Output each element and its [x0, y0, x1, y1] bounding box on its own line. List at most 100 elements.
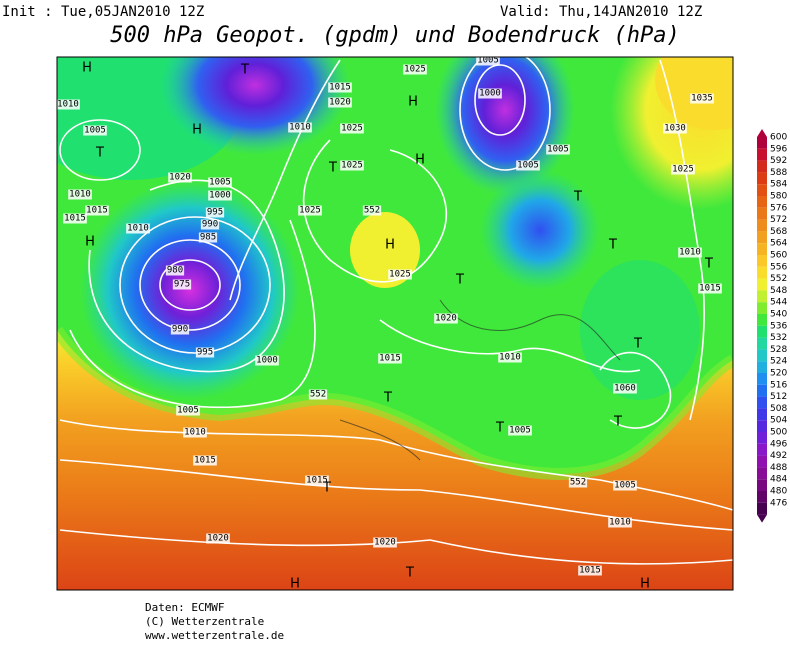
colorbar-swatch [757, 396, 767, 409]
label-bg [195, 347, 215, 358]
label-bg [57, 99, 80, 110]
colorbar-label: 536 [770, 321, 787, 331]
isobar-label: 995 [197, 348, 213, 358]
pressure-center: T [613, 415, 622, 430]
colorbar-label: 520 [770, 369, 787, 379]
isobar-label: 1015 [699, 284, 721, 294]
colorbar-label: 572 [770, 215, 787, 225]
colorbar-swatch [757, 455, 767, 468]
pressure-center: H [408, 95, 418, 110]
label-bg [305, 475, 329, 486]
isobar-label: 1005 [517, 161, 539, 171]
isobar-label: 1010 [127, 224, 149, 234]
colorbar-label: 556 [770, 262, 787, 272]
colorbar-label: 560 [770, 251, 787, 261]
colorbar-swatch [757, 337, 767, 350]
label-bg [208, 190, 232, 201]
init-time: Init : Tue,05JAN2010 12Z [2, 4, 204, 20]
label-bg [83, 125, 107, 136]
isobar-label: 1025 [341, 124, 363, 134]
pressure-center: T [573, 190, 582, 205]
label-bg [434, 313, 458, 324]
colorbar-swatch [757, 266, 767, 279]
label-bg [698, 283, 722, 294]
colorbar-label: 568 [770, 227, 787, 237]
colorbar-swatch [757, 219, 767, 232]
isobar-label: 1010 [289, 123, 311, 133]
pressure-center: T [95, 146, 104, 161]
label-bg [362, 205, 382, 216]
label-bg [298, 205, 322, 216]
pressure-center: T [322, 481, 331, 496]
colorbar-label: 480 [770, 487, 787, 497]
isobar-label: 1015 [86, 206, 108, 216]
colorbar-label: 592 [770, 156, 787, 166]
label-bg [308, 389, 328, 400]
colorbar-label: 524 [770, 357, 787, 367]
colorbar-label: 564 [770, 239, 787, 249]
label-bg [478, 88, 502, 99]
colorbar-label: 492 [770, 451, 787, 461]
pressure-center: T [455, 273, 464, 288]
isobar-label: 1000 [479, 89, 501, 99]
label-bg [678, 247, 702, 258]
label-bg [373, 537, 397, 548]
isobar-label: 1025 [404, 65, 426, 75]
label-bg [568, 477, 588, 488]
colorbar-swatch [757, 408, 767, 421]
colorbar-swatch [757, 255, 767, 267]
colorbar-tip [757, 129, 767, 137]
label-bg [498, 352, 522, 363]
colorbar-swatch [757, 361, 767, 373]
label-bg [170, 324, 190, 335]
isobar-label: 1035 [691, 94, 713, 104]
colorbar-tip [757, 514, 767, 523]
colorbar-label: 552 [770, 274, 787, 284]
colorbar-swatch [757, 432, 767, 444]
label-bg [608, 517, 632, 528]
isobar-label: 1015 [579, 566, 601, 576]
pressure-center: T [328, 161, 337, 176]
isobar-label: 1005 [477, 56, 499, 66]
colorbar-label: 504 [770, 416, 787, 426]
isobar-label: 1010 [679, 248, 701, 258]
label-bg [690, 93, 714, 104]
colorbar-label: 532 [770, 333, 787, 343]
colorbar-label: 544 [770, 298, 787, 308]
isobar-label: 552 [364, 206, 380, 216]
colorbar-label: 476 [770, 498, 787, 508]
colorbar-label: 528 [770, 345, 787, 355]
label-bg [388, 269, 412, 280]
colorbar-label: 488 [770, 463, 787, 473]
colorbar-swatch [757, 172, 767, 185]
isobar-label: 1030 [664, 124, 686, 134]
label-bg [255, 355, 279, 366]
label-bg [508, 425, 532, 436]
colorbar-swatch [757, 160, 767, 173]
isobar-label: 1015 [329, 83, 351, 93]
label-bg [340, 160, 364, 171]
label-bg [663, 123, 687, 134]
isobar-label: 980 [167, 266, 183, 276]
isobar-label: 552 [570, 478, 586, 488]
pressure-center: H [415, 153, 425, 168]
label-bg [613, 383, 637, 394]
isobar-label: 1060 [614, 384, 636, 394]
label-bg [206, 533, 230, 544]
colorbar-label: 588 [770, 168, 787, 178]
label-bg [205, 207, 225, 218]
colorbar-label: 512 [770, 392, 787, 402]
label-bg [68, 189, 92, 200]
isobar-label: 1000 [256, 356, 278, 366]
colorbar-label: 540 [770, 310, 787, 320]
isobar-label: 975 [174, 280, 190, 290]
colorbar-swatch [757, 314, 767, 326]
colorbar-swatch [757, 349, 767, 362]
isobars [59, 57, 733, 565]
isobar-label: 985 [200, 233, 216, 243]
colorbar-label: 548 [770, 286, 787, 296]
isobar-label: 1010 [57, 100, 79, 110]
label-bg [671, 164, 695, 175]
isobar-label: 1005 [509, 426, 531, 436]
